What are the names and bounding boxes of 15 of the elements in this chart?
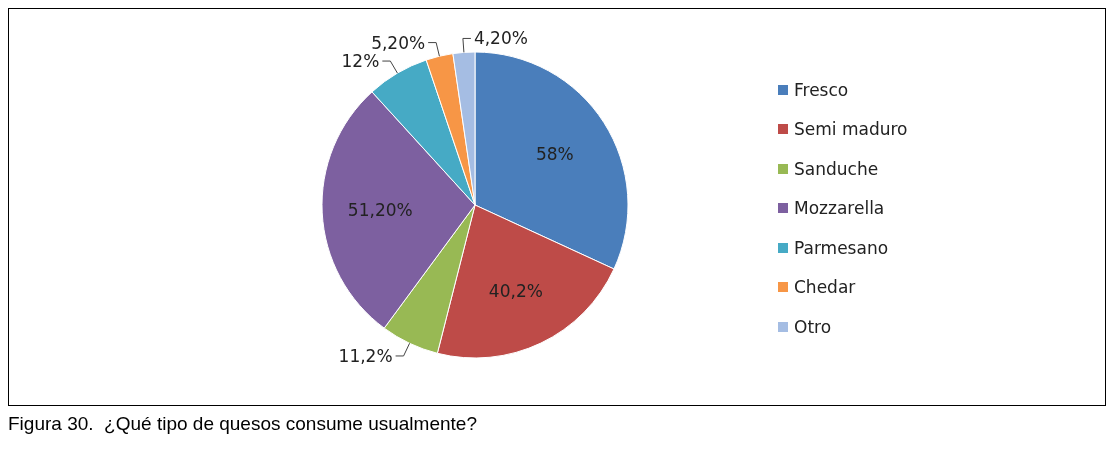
legend-label: Mozzarella [794,198,885,219]
text: Figura 30. ¿Qué tipo de quesos consume usualmente? [8,413,477,435]
data-label: 40,2% [488,280,543,301]
legend-label: Sanduche [794,158,879,179]
legend-label: Fresco [794,79,849,100]
data-label: 51,20% [347,199,413,220]
data-label: 5,20% [371,32,426,53]
legend-label: Semi maduro [794,119,908,140]
data-label: 11,2% [338,345,393,366]
data-label: 58% [535,143,574,164]
legend-label: Chedar [794,277,856,298]
legend-label: Otro [794,316,832,337]
data-label: 12% [341,51,380,72]
data-label: 4,20% [473,28,528,49]
legend-label: Parmesano [794,237,889,258]
